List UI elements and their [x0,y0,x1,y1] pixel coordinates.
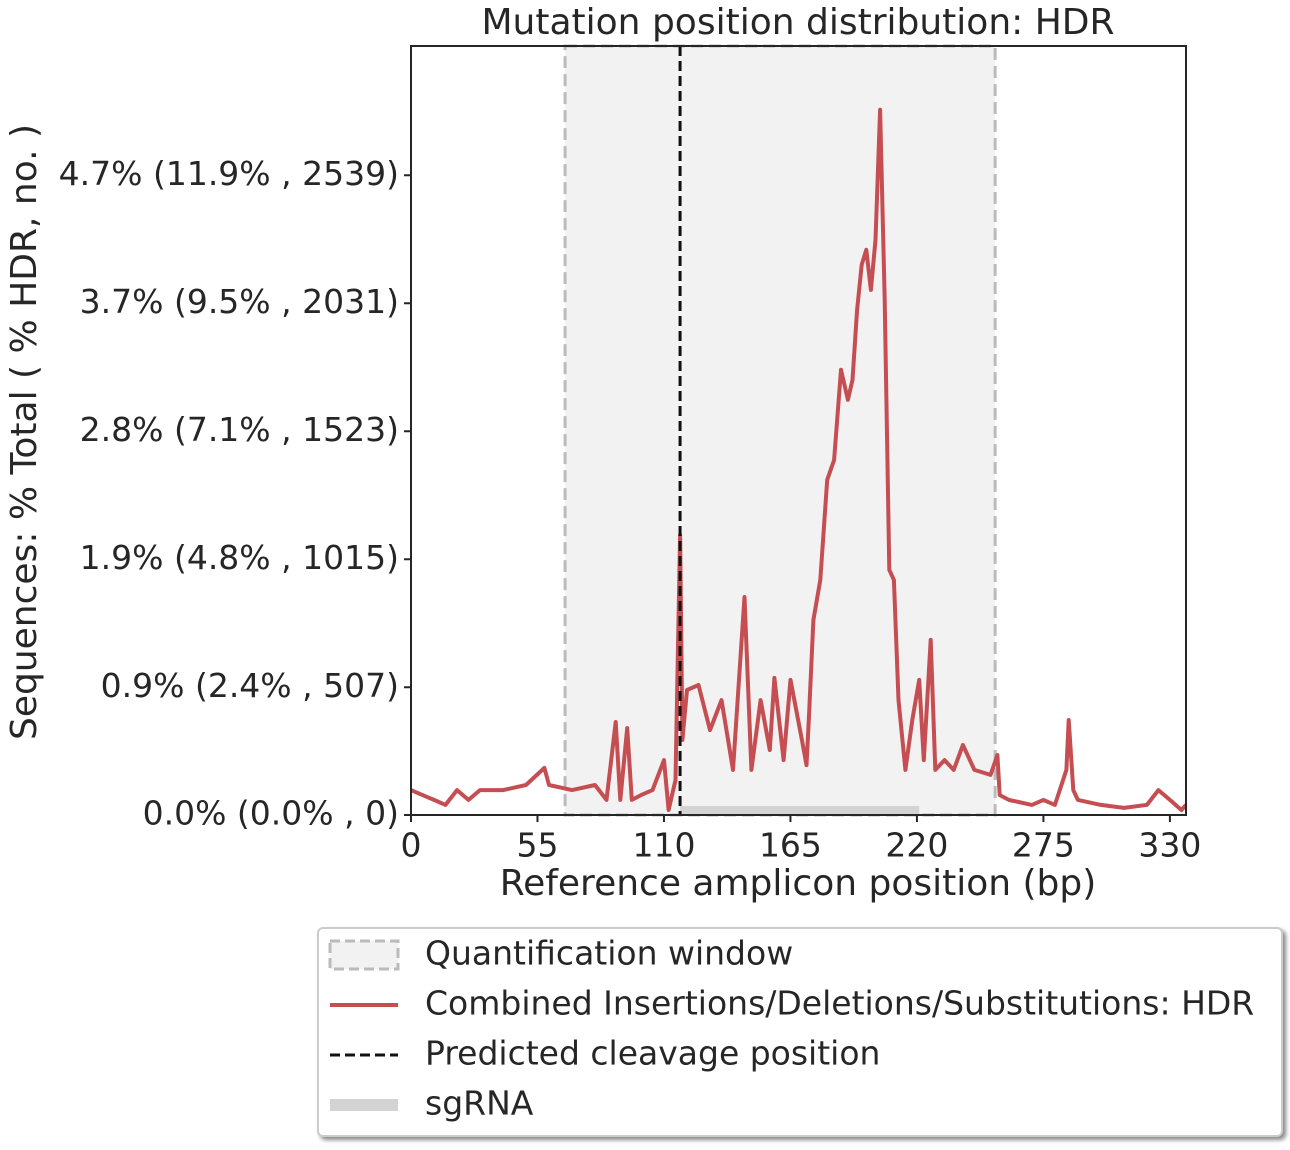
y-tick-label: 2.8% (7.1% , 1523) [80,410,399,449]
legend-label: Quantification window [425,934,793,973]
data-line [410,107,1188,812]
chart-title: Mutation position distribution: HDR [481,2,1114,43]
y-tick-label: 0.9% (2.4% , 507) [101,666,399,705]
legend-label: sgRNA [425,1084,534,1123]
y-tick-label: 1.9% (4.8% , 1015) [80,538,399,577]
x-tick-label: 0 [401,826,422,865]
x-tick-label: 110 [632,826,695,865]
x-tick-label: 165 [759,826,822,865]
y-tick-label: 3.7% (9.5% , 2031) [80,282,399,321]
y-axis-label: Sequences: % Total ( % HDR, no. ) [4,124,45,740]
x-tick-label: 55 [516,826,558,865]
y-tick-label: 4.7% (11.9% , 2539) [59,154,399,193]
legend-label: Combined Insertions/Deletions/Substituti… [425,984,1254,1023]
x-axis-label: Reference amplicon position (bp) [500,863,1097,904]
x-tick-label: 220 [885,826,948,865]
legend-window-key [328,939,400,971]
plot-frame [410,45,1187,816]
quantification-window [563,44,997,817]
legend-label: Predicted cleavage position [425,1034,880,1073]
legend-box [317,927,1283,1137]
x-tick-label: 275 [1012,826,1075,865]
x-tick-label: 330 [1138,826,1201,865]
y-tick-label: 0.0% (0.0% , 0) [143,794,399,833]
